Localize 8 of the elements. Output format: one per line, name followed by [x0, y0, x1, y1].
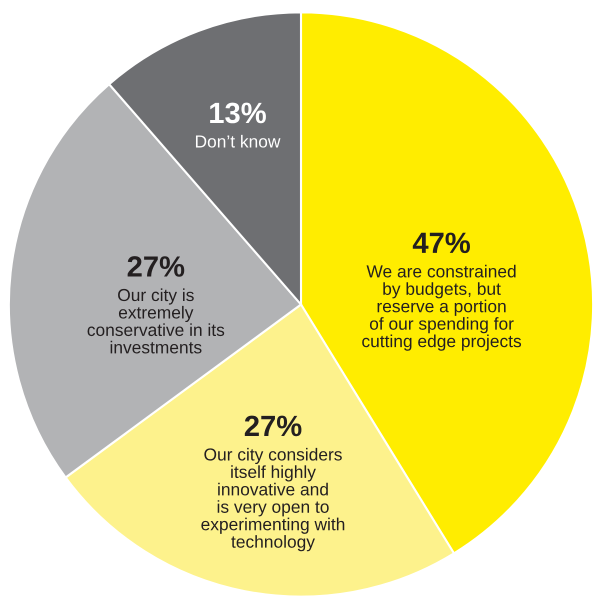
- slice-label: Our city considers itself highly innovative and is very open to experimenting with technology: [201, 448, 344, 552]
- data-label: 27%: [128, 256, 184, 277]
- slice-label: Don’t know: [196, 134, 280, 148]
- data-label: 13%: [210, 102, 266, 124]
- slice-label: Our city is extremely conservative in its investments: [88, 288, 224, 354]
- data-label: 47%: [412, 232, 470, 254]
- slice-label: We are constrained by budgets, but reserve a portion of our spending for cutting edge projects: [362, 264, 522, 351]
- data-label: 27%: [244, 416, 302, 436]
